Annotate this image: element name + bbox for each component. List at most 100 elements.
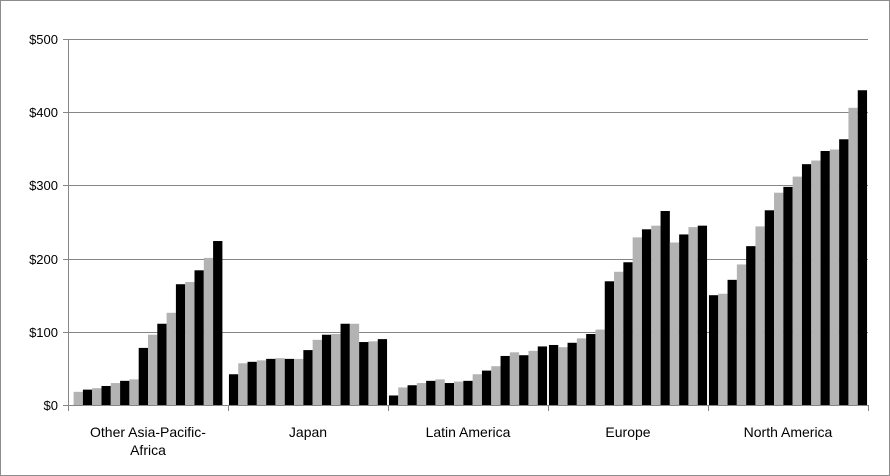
bar <box>416 383 427 405</box>
bar <box>426 380 436 405</box>
bar <box>92 388 102 405</box>
category-labels: Other Asia-Pacific- Africa Japan Latin Amer… <box>90 424 833 458</box>
bar <box>481 370 492 405</box>
bar <box>110 383 121 405</box>
bar <box>669 242 680 405</box>
bar <box>774 192 784 405</box>
bar <box>444 383 455 405</box>
bar <box>388 395 399 405</box>
bar <box>294 358 304 405</box>
bar <box>454 381 464 405</box>
bar <box>632 237 642 405</box>
bar <box>157 323 167 405</box>
y-tick-label: $400 <box>29 105 58 120</box>
bar <box>359 342 369 405</box>
bar <box>398 387 408 405</box>
bar <box>764 210 775 405</box>
bar <box>537 346 548 405</box>
bar <box>138 347 148 405</box>
bar <box>194 270 204 405</box>
bar <box>708 295 719 405</box>
bar <box>755 226 765 405</box>
axes <box>63 39 869 411</box>
bar <box>213 241 223 405</box>
bar <box>284 358 295 405</box>
bar <box>567 342 577 405</box>
y-tick-labels: $0 $100 $200 $300 $400 $500 <box>29 32 58 413</box>
bar <box>491 366 501 405</box>
y-tick-label: $100 <box>29 325 58 340</box>
bar <box>811 160 821 405</box>
bar <box>604 281 615 405</box>
bar <box>783 186 793 405</box>
bar <box>247 361 257 405</box>
bar <box>148 334 158 405</box>
bar <box>820 151 830 405</box>
bar <box>736 264 747 405</box>
bar <box>203 257 214 405</box>
category-label: Other Asia-Pacific- <box>90 424 206 440</box>
bar <box>82 389 93 405</box>
bar <box>463 380 473 405</box>
bar <box>500 355 510 405</box>
bar <box>727 279 737 405</box>
bar <box>472 374 482 405</box>
bar <box>509 352 520 405</box>
bar <box>839 139 849 405</box>
bar <box>792 176 802 405</box>
y-tick-label: $0 <box>44 398 58 413</box>
bar <box>595 329 605 405</box>
bar <box>519 355 529 405</box>
bar <box>331 334 341 405</box>
bar <box>651 225 661 405</box>
bar <box>688 227 698 405</box>
bar <box>679 234 689 405</box>
bar <box>349 323 360 405</box>
bar <box>623 262 633 405</box>
bar <box>120 380 130 405</box>
bar <box>228 374 239 405</box>
bar <box>558 347 568 405</box>
bar <box>528 350 538 405</box>
bar <box>368 341 378 405</box>
category-label: Africa <box>130 442 166 458</box>
y-tick-label: $500 <box>29 32 58 47</box>
category-label: Japan <box>289 424 327 440</box>
bar <box>73 391 83 405</box>
bar <box>586 334 596 405</box>
y-tick-label: $200 <box>29 252 58 267</box>
bar <box>321 334 332 405</box>
y-tick-label: $300 <box>29 178 58 193</box>
bar <box>312 339 322 405</box>
bar <box>857 90 868 406</box>
bar <box>848 107 858 405</box>
bar <box>266 358 276 405</box>
bar <box>340 323 350 405</box>
bar <box>377 339 388 405</box>
bar <box>256 360 267 405</box>
category-label: North America <box>744 424 833 440</box>
bar <box>303 350 313 405</box>
bars <box>73 90 868 406</box>
bar <box>614 271 624 405</box>
bar <box>238 363 248 405</box>
bar <box>185 282 195 405</box>
bar <box>548 344 559 405</box>
bar <box>175 284 186 405</box>
bar <box>718 293 728 405</box>
bar <box>101 385 111 405</box>
bar <box>166 312 176 405</box>
bar <box>641 229 652 405</box>
category-label: Latin America <box>426 424 511 440</box>
bar <box>407 385 417 405</box>
bar <box>435 379 445 405</box>
bar <box>829 149 840 405</box>
bar <box>129 379 139 405</box>
bar <box>660 211 670 405</box>
bar <box>576 338 587 405</box>
category-label: Europe <box>605 424 650 440</box>
bar <box>275 358 285 405</box>
bar <box>746 246 756 405</box>
bar <box>697 225 708 405</box>
